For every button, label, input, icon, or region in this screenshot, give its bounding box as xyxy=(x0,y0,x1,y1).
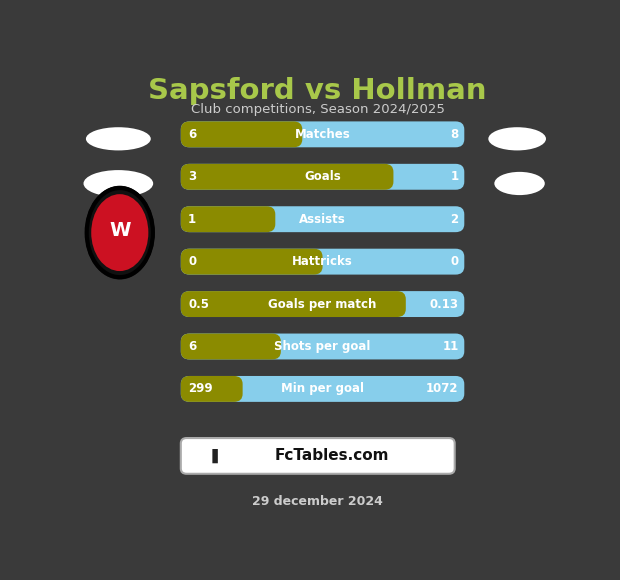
FancyBboxPatch shape xyxy=(181,291,464,317)
Text: Shots per goal: Shots per goal xyxy=(275,340,371,353)
FancyBboxPatch shape xyxy=(181,249,322,274)
Text: 3: 3 xyxy=(188,171,196,183)
Text: 0.13: 0.13 xyxy=(430,298,459,310)
Text: 299: 299 xyxy=(188,382,213,396)
Text: Min per goal: Min per goal xyxy=(281,382,364,396)
FancyBboxPatch shape xyxy=(181,206,275,232)
FancyBboxPatch shape xyxy=(181,164,464,190)
Ellipse shape xyxy=(86,127,151,150)
FancyBboxPatch shape xyxy=(181,376,242,402)
FancyBboxPatch shape xyxy=(181,249,464,274)
FancyBboxPatch shape xyxy=(181,438,454,474)
Text: 8: 8 xyxy=(450,128,459,141)
Text: 6: 6 xyxy=(188,340,197,353)
Ellipse shape xyxy=(489,127,546,150)
FancyBboxPatch shape xyxy=(181,121,303,147)
FancyBboxPatch shape xyxy=(181,206,464,232)
Text: 0: 0 xyxy=(188,255,196,268)
Text: 0.5: 0.5 xyxy=(188,298,209,310)
Text: 1: 1 xyxy=(188,213,196,226)
FancyBboxPatch shape xyxy=(181,334,464,360)
Text: Goals: Goals xyxy=(304,171,341,183)
Text: 2: 2 xyxy=(450,213,459,226)
Text: 29 december 2024: 29 december 2024 xyxy=(252,495,383,509)
FancyBboxPatch shape xyxy=(181,291,406,317)
Text: Sapsford vs Hollman: Sapsford vs Hollman xyxy=(149,77,487,104)
Text: 1072: 1072 xyxy=(426,382,459,396)
Text: Goals per match: Goals per match xyxy=(268,298,377,310)
Ellipse shape xyxy=(494,172,545,195)
Text: Hattricks: Hattricks xyxy=(292,255,353,268)
FancyBboxPatch shape xyxy=(181,376,464,402)
Ellipse shape xyxy=(84,170,153,197)
Text: 1: 1 xyxy=(450,171,459,183)
Text: FcTables.com: FcTables.com xyxy=(274,448,389,463)
Text: 0: 0 xyxy=(450,255,459,268)
Text: 11: 11 xyxy=(442,340,459,353)
Text: Club competitions, Season 2024/2025: Club competitions, Season 2024/2025 xyxy=(191,103,445,117)
FancyBboxPatch shape xyxy=(181,164,394,190)
Text: 6: 6 xyxy=(188,128,197,141)
Ellipse shape xyxy=(91,194,148,271)
FancyBboxPatch shape xyxy=(181,334,281,360)
Text: ▐: ▐ xyxy=(206,449,218,463)
FancyBboxPatch shape xyxy=(181,121,464,147)
Ellipse shape xyxy=(85,186,154,280)
Text: Assists: Assists xyxy=(299,213,346,226)
Text: W: W xyxy=(109,221,131,240)
Text: Matches: Matches xyxy=(294,128,350,141)
